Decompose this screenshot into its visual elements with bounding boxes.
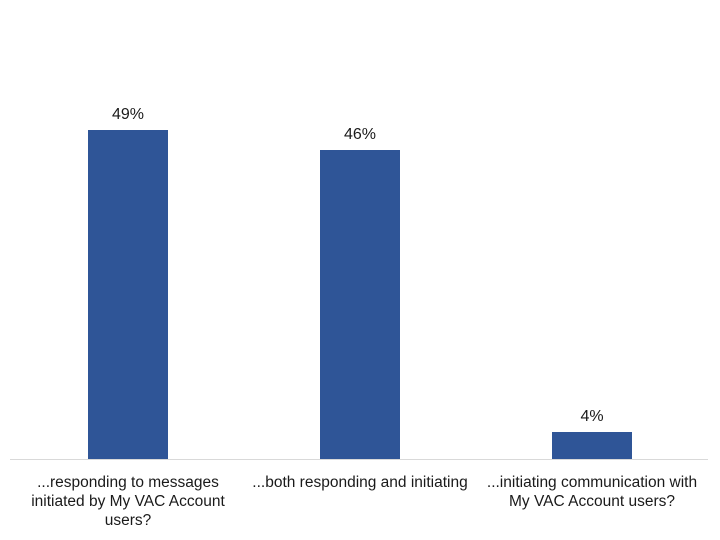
bar-both (320, 150, 400, 459)
bar-responding (88, 130, 168, 459)
value-label-both: 46% (343, 126, 377, 143)
bar-initiating (552, 432, 632, 459)
value-label-responding: 49% (111, 106, 145, 123)
value-label-initiating: 4% (580, 408, 604, 425)
category-label-responding: ...responding to messages initiated by M… (31, 474, 225, 529)
x-axis-line (10, 459, 708, 460)
category-label-initiating: ...initiating communication with My VAC … (486, 474, 698, 510)
category-label-both: ...both responding and initiating (252, 474, 468, 491)
